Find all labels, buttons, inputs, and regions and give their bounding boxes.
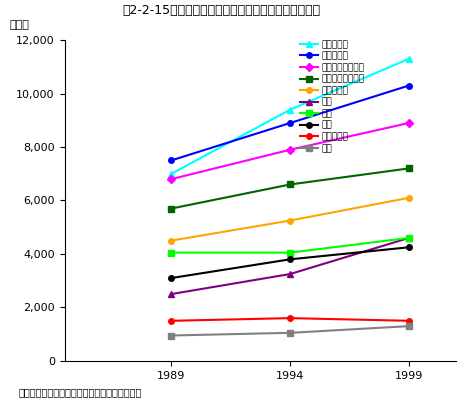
土木・建築 [406, 195, 412, 200]
水産 [406, 324, 412, 328]
鉱山・金属 [406, 318, 412, 323]
土木・建築 [169, 238, 174, 243]
Line: 鉱山・金属: 鉱山・金属 [169, 315, 412, 324]
Text: （人）: （人） [10, 20, 30, 30]
化学 [287, 257, 293, 262]
数学・物理 [287, 121, 293, 126]
農林・獣医・畜産 [406, 121, 412, 126]
水産 [169, 333, 174, 338]
化学 [169, 275, 174, 280]
数学・物理 [406, 83, 412, 88]
Text: 資料：総務庁統計局「科学技術研究調査報告」: 資料：総務庁統計局「科学技術研究調査報告」 [18, 387, 142, 397]
鉱山・金属 [169, 318, 174, 323]
薬学 [287, 250, 293, 255]
電気・通信 [169, 171, 174, 176]
Text: 第2-2-15図　大学等の専門別研究者数の推移（詳細）: 第2-2-15図 大学等の専門別研究者数の推移（詳細） [122, 4, 320, 17]
農林・獣医・畜産 [169, 177, 174, 182]
Line: 生物: 生物 [169, 235, 412, 297]
水産 [287, 330, 293, 335]
化学 [406, 245, 412, 250]
Line: 電気・通信: 電気・通信 [169, 56, 412, 176]
薬学 [169, 250, 174, 255]
Line: 機械・船舶・航空: 機械・船舶・航空 [169, 166, 412, 211]
農林・獣医・畜産 [287, 147, 293, 152]
土木・建築 [287, 218, 293, 223]
Line: 薬学: 薬学 [169, 235, 412, 255]
生物 [406, 235, 412, 240]
機械・船舶・航空 [169, 206, 174, 211]
鉱山・金属 [287, 316, 293, 320]
Line: 数学・物理: 数学・物理 [169, 83, 412, 163]
薬学 [406, 235, 412, 240]
Legend: 電気・通信, 数学・物理, 農林・獣医・畜産, 機械・船舶・航空, 土木・建築, 生物, 薬学, 化学, 鉱山・金属, 水産: 電気・通信, 数学・物理, 農林・獣医・畜産, 機械・船舶・航空, 土木・建築,… [300, 40, 364, 153]
機械・船舶・航空 [406, 166, 412, 171]
機械・船舶・航空 [287, 182, 293, 187]
電気・通信 [287, 107, 293, 112]
Line: 水産: 水産 [169, 323, 412, 338]
生物 [169, 292, 174, 296]
生物 [287, 271, 293, 276]
Line: 農林・獣医・畜産: 農林・獣医・畜産 [169, 120, 412, 182]
電気・通信 [406, 57, 412, 61]
Line: 土木・建築: 土木・建築 [169, 195, 412, 243]
数学・物理 [169, 158, 174, 163]
Line: 化学: 化学 [169, 245, 412, 281]
